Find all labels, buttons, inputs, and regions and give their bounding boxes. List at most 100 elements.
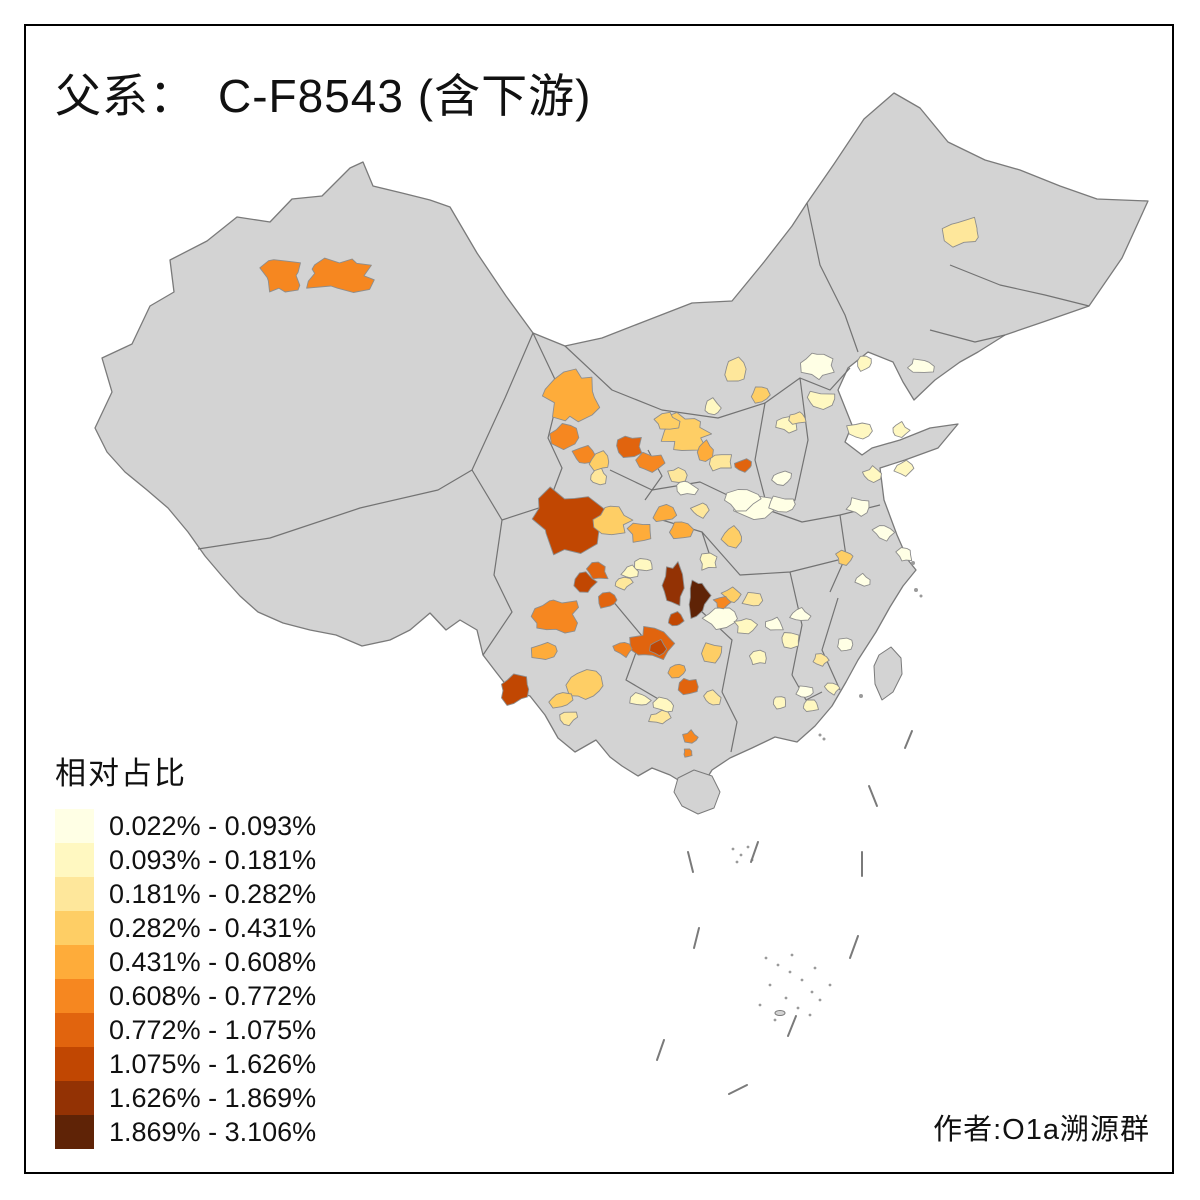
map-region	[806, 390, 836, 410]
legend-label: 0.282% - 0.431%	[109, 912, 317, 943]
map-region	[748, 649, 767, 666]
hainan-island	[673, 769, 721, 815]
map-region	[661, 561, 685, 607]
map-region	[703, 689, 722, 706]
legend-item: 0.282% - 0.431%	[55, 911, 316, 945]
legend-label: 0.431% - 0.608%	[109, 946, 317, 977]
legend-swatch	[55, 1081, 94, 1115]
map-region	[682, 729, 699, 744]
map-region	[835, 549, 854, 566]
map-region	[571, 444, 597, 464]
map-region	[549, 423, 580, 451]
map-region	[733, 618, 759, 635]
map-region	[768, 495, 796, 513]
map-region	[701, 642, 723, 664]
legend-item: 0.093% - 0.181%	[55, 843, 316, 877]
map-region	[559, 711, 579, 727]
legend-label: 0.022% - 0.093%	[109, 810, 317, 841]
map-region	[781, 632, 800, 649]
map-region	[683, 748, 693, 758]
legend-title: 相对占比	[55, 756, 187, 791]
map-region	[854, 572, 871, 587]
legend-item: 0.022% - 0.093%	[55, 809, 316, 843]
map-region	[823, 682, 841, 696]
map-region	[588, 450, 610, 472]
legend-swatch	[55, 877, 94, 911]
map-region	[573, 571, 598, 593]
map-region	[585, 561, 609, 580]
nine-dash-line	[656, 730, 913, 1095]
map-region	[688, 579, 712, 619]
legend-rows: 0.022% - 0.093% 0.093% - 0.181% 0.181% - 0…	[55, 809, 316, 1149]
map-region	[259, 259, 301, 293]
map-region	[598, 591, 618, 609]
map-title-cjk: 父系：	[55, 71, 196, 122]
legend-label: 0.093% - 0.181%	[109, 844, 317, 875]
map-region	[635, 451, 666, 473]
map-region	[592, 505, 634, 536]
map-region	[765, 616, 784, 631]
legend-swatch	[55, 979, 94, 1013]
legend-swatch	[55, 911, 94, 945]
map-region	[861, 465, 882, 483]
legend-label: 1.075% - 1.626%	[109, 1048, 317, 1079]
map-region	[531, 486, 606, 556]
legend-swatch	[55, 1013, 94, 1047]
map-region	[733, 458, 752, 473]
legend-label: 1.869% - 3.106%	[109, 1116, 317, 1147]
legend-swatch	[55, 1115, 94, 1149]
attribution: 作者:O1a溯源群	[933, 1114, 1150, 1146]
map-region	[699, 552, 718, 571]
map-region	[634, 558, 653, 572]
taiwan-island	[873, 646, 903, 701]
map-region	[616, 435, 643, 459]
map-region	[677, 677, 699, 696]
map-region	[895, 547, 913, 562]
map-region	[612, 641, 633, 658]
map-region	[696, 439, 714, 462]
legend-item: 0.608% - 0.772%	[55, 979, 316, 1013]
legend-swatch	[55, 1047, 94, 1081]
map-region	[620, 564, 639, 579]
map-region	[629, 692, 652, 706]
legend-label: 0.772% - 1.075%	[109, 1014, 317, 1045]
map-region	[689, 502, 710, 519]
map-region	[565, 669, 604, 700]
map-region	[590, 467, 607, 486]
legend-item: 1.626% - 1.869%	[55, 1081, 316, 1115]
map-region	[648, 709, 672, 725]
legend-label: 0.608% - 0.772%	[109, 980, 317, 1011]
map-region	[541, 368, 601, 423]
map-region	[741, 591, 764, 607]
map-title-haplogroup: C-F8543 (含下游)	[218, 70, 592, 122]
map-region	[720, 525, 742, 549]
map-region	[800, 352, 835, 381]
map-region	[907, 358, 935, 373]
map-region	[772, 696, 787, 710]
map-region	[530, 641, 558, 660]
map-region	[501, 673, 530, 706]
map-region	[614, 576, 634, 591]
legend-swatch	[55, 809, 94, 843]
map-region	[712, 595, 732, 610]
legend-label: 0.181% - 0.282%	[109, 878, 317, 909]
map-region	[871, 525, 896, 542]
legend-item: 0.431% - 0.608%	[55, 945, 316, 979]
map-region	[795, 685, 814, 698]
map-region	[667, 467, 688, 483]
map-region	[530, 599, 579, 634]
map-region	[724, 356, 747, 382]
map-region	[652, 696, 674, 713]
legend-label: 1.626% - 1.869%	[109, 1082, 317, 1113]
map-region	[845, 497, 870, 517]
map-region	[812, 653, 830, 667]
map-title: 父系： C-F8543 (含下游)	[55, 60, 591, 126]
map-region	[704, 397, 722, 416]
map-region	[789, 607, 812, 621]
map-region	[676, 480, 699, 496]
map-region	[668, 521, 695, 540]
map-region	[893, 459, 915, 477]
legend: 相对占比 0.022% - 0.093% 0.093% - 0.181% 0.181…	[55, 748, 316, 1149]
